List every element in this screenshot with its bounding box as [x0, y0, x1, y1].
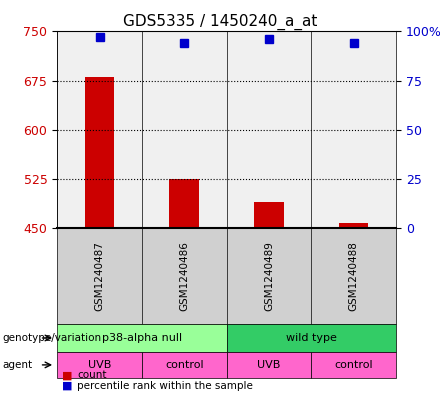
Text: p38-alpha null: p38-alpha null — [102, 333, 182, 343]
Text: control: control — [334, 360, 373, 370]
Text: GSM1240486: GSM1240486 — [179, 241, 189, 311]
Text: GSM1240487: GSM1240487 — [95, 241, 105, 311]
Text: ■: ■ — [62, 381, 72, 391]
Text: control: control — [165, 360, 204, 370]
Text: agent: agent — [2, 360, 32, 370]
Text: count: count — [77, 371, 106, 380]
Text: ■: ■ — [62, 371, 72, 380]
Text: UVB: UVB — [88, 360, 111, 370]
Bar — [169, 179, 199, 228]
Text: GDS5335 / 1450240_a_at: GDS5335 / 1450240_a_at — [123, 14, 317, 30]
Bar — [254, 202, 284, 228]
Bar — [339, 223, 368, 228]
Text: GSM1240489: GSM1240489 — [264, 241, 274, 311]
Text: genotype/variation: genotype/variation — [2, 333, 101, 343]
Text: wild type: wild type — [286, 333, 337, 343]
Text: GSM1240488: GSM1240488 — [348, 241, 359, 311]
Text: percentile rank within the sample: percentile rank within the sample — [77, 381, 253, 391]
Bar — [85, 77, 114, 228]
Text: UVB: UVB — [257, 360, 281, 370]
